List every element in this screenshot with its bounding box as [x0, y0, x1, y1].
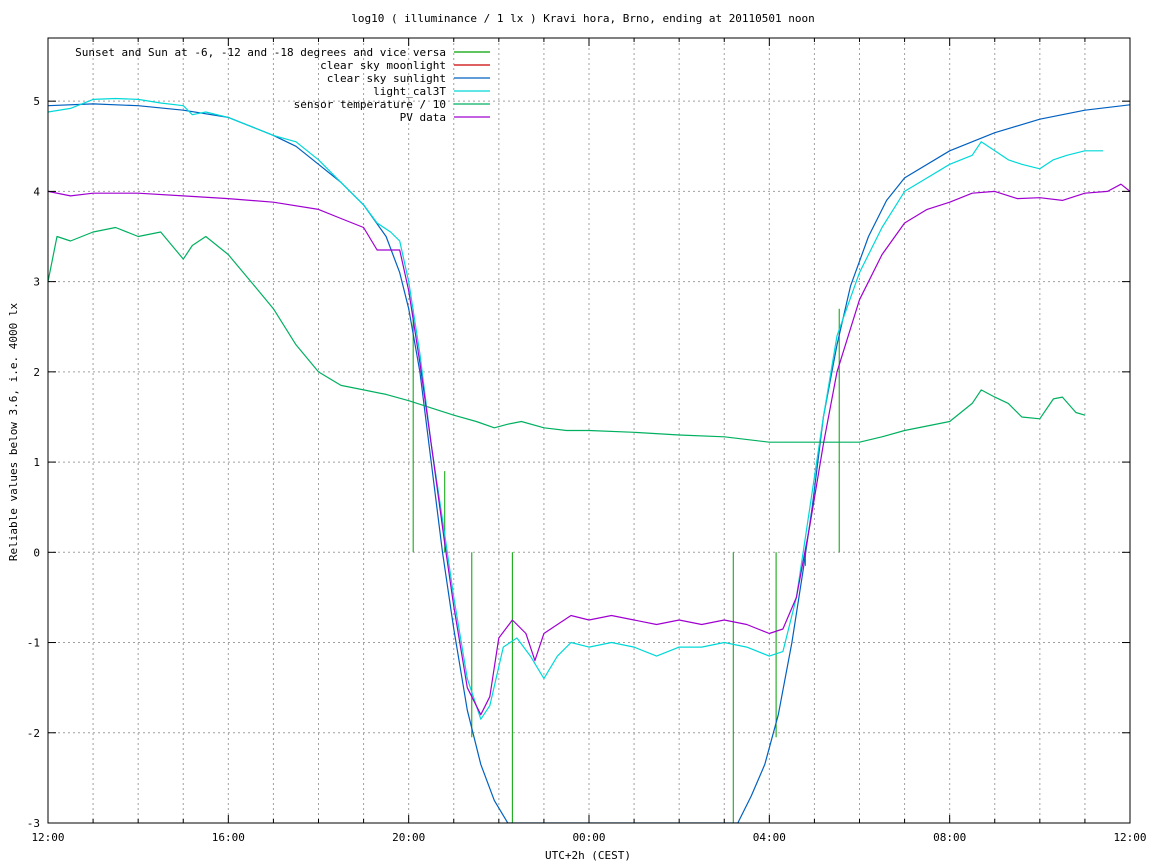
- legend-label: Sunset and Sun at -6, -12 and -18 degree…: [75, 46, 446, 59]
- series-5-line: [48, 183, 1130, 716]
- y-axis-label: Reliable values below 3.6, i.e. 4000 lx: [7, 302, 20, 561]
- axis-ticks: 12:00 16:00 20:00 00:00 04:00 08:00 12:00-3-2-…: [27, 38, 1147, 844]
- y-tick-label: -1: [27, 637, 40, 650]
- y-tick-label: -2: [27, 727, 40, 740]
- x-tick-label: 08:00: [933, 831, 966, 844]
- x-tick-label: 04:00: [753, 831, 786, 844]
- x-tick-label: 00:00: [572, 831, 605, 844]
- legend-label: clear sky sunlight: [327, 72, 446, 85]
- y-tick-label: 5: [33, 95, 40, 108]
- x-tick-label: 20:00: [392, 831, 425, 844]
- legend-label: clear sky moonlight: [320, 59, 446, 72]
- series-2-line: [48, 103, 1130, 823]
- x-tick-label: 12:00: [31, 831, 64, 844]
- chart-title: log10 ( illuminance / 1 lx ) Kravi hora,…: [351, 12, 815, 25]
- x-tick-label: 12:00: [1113, 831, 1146, 844]
- series-layer: [48, 97, 1130, 823]
- y-tick-label: 2: [33, 366, 40, 379]
- x-tick-label: 16:00: [212, 831, 245, 844]
- x-axis-label: UTC+2h (CEST): [545, 849, 631, 862]
- series-3-line: [48, 97, 1103, 720]
- y-tick-label: 1: [33, 456, 40, 469]
- legend-label: light_cal3T: [373, 85, 446, 98]
- series-4-line: [48, 226, 1086, 443]
- legend-label: sensor temperature / 10: [294, 98, 446, 111]
- series-group: [48, 97, 1130, 823]
- y-tick-label: -3: [27, 817, 40, 830]
- legend: Sunset and Sun at -6, -12 and -18 degree…: [75, 46, 490, 124]
- y-tick-label: 0: [33, 546, 40, 559]
- y-tick-label: 4: [33, 185, 40, 198]
- grid-lines: [48, 38, 1130, 823]
- y-tick-label: 3: [33, 276, 40, 289]
- legend-label: PV data: [400, 111, 446, 124]
